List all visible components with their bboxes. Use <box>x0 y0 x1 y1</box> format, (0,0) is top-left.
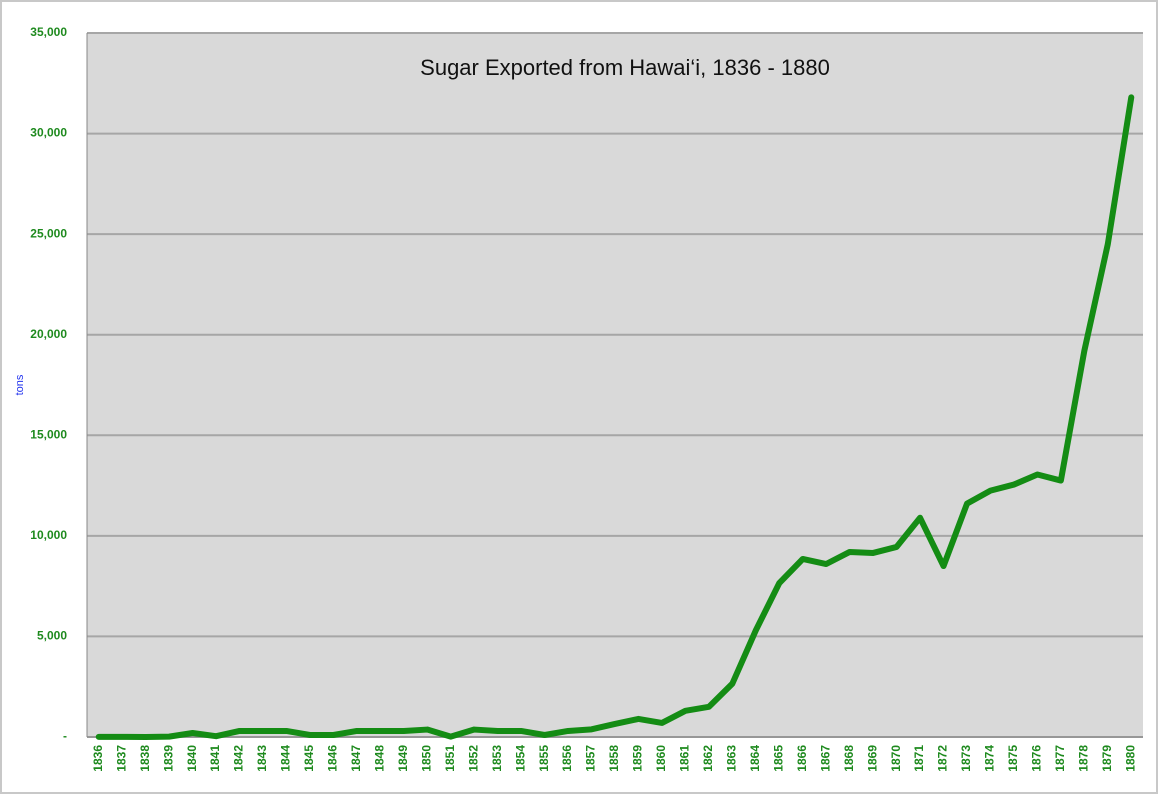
x-tick-label: 1851 <box>443 745 457 772</box>
chart-title: Sugar Exported from Hawai‘i, 1836 - 1880 <box>420 55 830 80</box>
x-tick-label: 1847 <box>349 745 363 772</box>
y-tick-label: 5,000 <box>37 629 67 643</box>
y-tick-label: 35,000 <box>30 25 67 39</box>
x-tick-label: 1864 <box>748 745 762 772</box>
x-tick-label: 1849 <box>396 745 410 772</box>
x-tick-label: 1841 <box>208 745 222 772</box>
x-tick-label: 1839 <box>161 745 175 772</box>
y-tick-label: 25,000 <box>30 226 67 240</box>
x-tick-label: 1863 <box>725 745 739 772</box>
x-tick-label: 1853 <box>490 745 504 772</box>
x-tick-label: 1861 <box>678 745 692 772</box>
x-tick-label: 1876 <box>1030 745 1044 772</box>
x-tick-label: 1866 <box>795 745 809 772</box>
x-tick-label: 1845 <box>302 745 316 772</box>
x-tick-label: 1848 <box>373 745 387 772</box>
x-tick-label: 1860 <box>654 745 668 772</box>
x-tick-label: 1878 <box>1077 745 1091 772</box>
x-tick-label: 1854 <box>513 745 527 772</box>
x-tick-label: 1879 <box>1100 745 1114 772</box>
x-tick-label: 1871 <box>912 745 926 772</box>
x-tick-label: 1865 <box>771 745 785 772</box>
x-tick-label: 1875 <box>1006 745 1020 772</box>
x-tick-label: 1858 <box>607 745 621 772</box>
x-tick-label: 1846 <box>326 745 340 772</box>
x-tick-label: 1855 <box>537 745 551 772</box>
x-tick-label: 1856 <box>560 745 574 772</box>
x-tick-label: 1872 <box>936 745 950 772</box>
y-tick-label: 10,000 <box>30 528 67 542</box>
x-tick-label: 1840 <box>185 745 199 772</box>
x-tick-label: 1862 <box>701 745 715 772</box>
x-tick-label: 1868 <box>842 745 856 772</box>
x-tick-label: 1877 <box>1053 745 1067 772</box>
x-tick-label: 1852 <box>466 745 480 772</box>
x-tick-label: 1880 <box>1123 745 1137 772</box>
x-tick-label: 1867 <box>818 745 832 772</box>
x-tick-label: 1843 <box>255 745 269 772</box>
x-tick-label: 1859 <box>631 745 645 772</box>
x-tick-label: 1850 <box>419 745 433 772</box>
y-tick-label: - <box>63 729 67 743</box>
x-tick-label: 1869 <box>865 745 879 772</box>
plot-area <box>87 33 1143 737</box>
x-tick-label: 1870 <box>889 745 903 772</box>
x-tick-label: 1857 <box>584 745 598 772</box>
x-tick-label: 1838 <box>138 745 152 772</box>
x-tick-label: 1873 <box>959 745 973 772</box>
y-tick-label: 30,000 <box>30 126 67 140</box>
y-tick-label: 20,000 <box>30 327 67 341</box>
x-tick-label: 1836 <box>91 745 105 772</box>
x-tick-label: 1844 <box>279 745 293 772</box>
y-axis-label: tons <box>14 374 26 395</box>
x-tick-label: 1837 <box>114 745 128 772</box>
data-line <box>95 94 1135 740</box>
x-tick-label: 1874 <box>983 745 997 772</box>
y-tick-label: 15,000 <box>30 427 67 441</box>
x-tick-label: 1842 <box>232 745 246 772</box>
